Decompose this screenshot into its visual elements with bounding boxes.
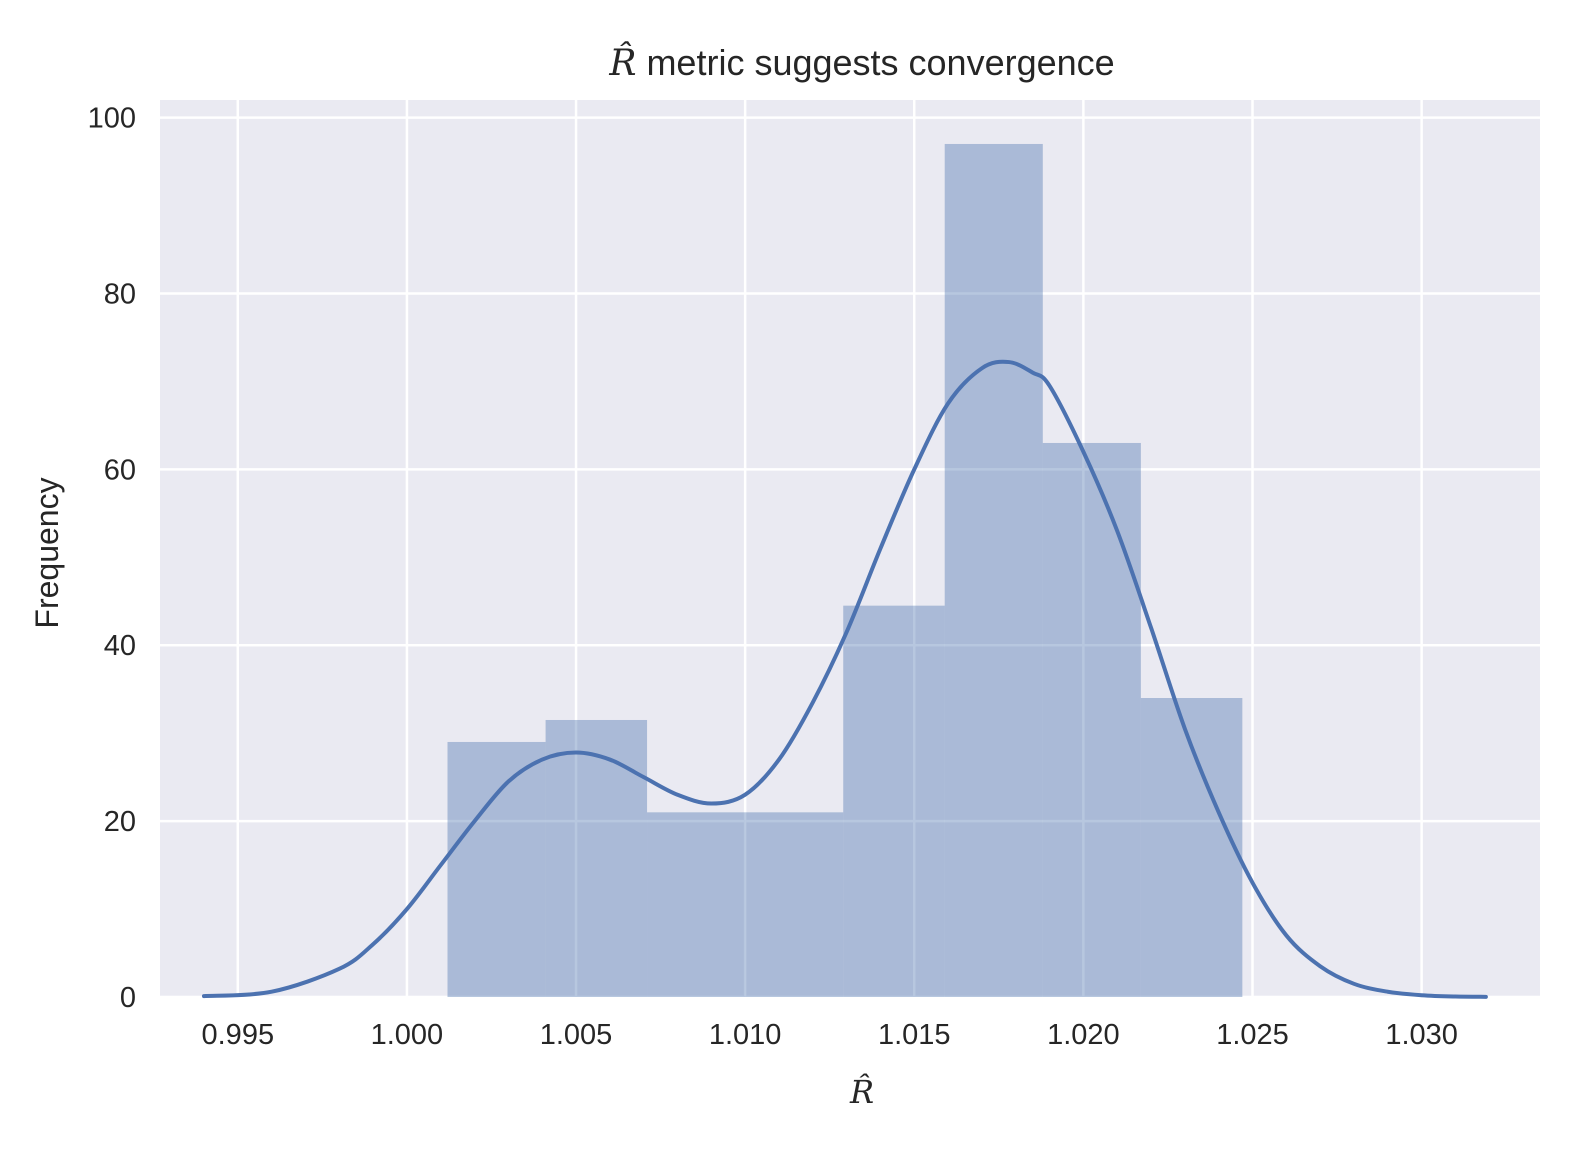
histogram-bar xyxy=(447,741,546,997)
kde-curve-group xyxy=(201,359,1488,999)
x-tick-labels: 0.995 1.000 1.005 1.010 1.015 1.020 1.025 1.030 xyxy=(202,1019,1458,1051)
x-tick-label: 1.020 xyxy=(1047,1019,1120,1051)
y-axis-label: Frequency xyxy=(29,477,65,628)
grid-lines xyxy=(160,100,1540,999)
y-tick-label: 0 xyxy=(120,982,136,1014)
kde-line xyxy=(201,359,1488,999)
chart-title: R̂ metric suggests convergence xyxy=(608,41,1114,84)
x-tick-label: 1.000 xyxy=(371,1019,444,1051)
x-tick-label: 0.995 xyxy=(202,1019,275,1051)
y-tick-labels: 0 20 40 60 80 100 xyxy=(88,103,136,1014)
x-tick-label: 1.030 xyxy=(1385,1019,1458,1051)
y-tick-label: 100 xyxy=(88,103,136,135)
histogram-bar xyxy=(843,605,945,997)
histogram-bar xyxy=(647,812,746,997)
histogram-bar xyxy=(1042,442,1141,997)
y-tick-label: 40 xyxy=(104,630,136,662)
x-tick-label: 1.010 xyxy=(709,1019,782,1051)
histogram-bars xyxy=(447,143,1243,997)
y-tick-label: 20 xyxy=(104,806,136,838)
x-tick-label: 1.025 xyxy=(1216,1019,1289,1051)
histogram-bar xyxy=(944,143,1043,997)
chart-title-symbol: R̂ xyxy=(608,41,636,84)
histogram-bar xyxy=(545,719,648,997)
chart-title-rest: metric suggests convergence xyxy=(636,42,1114,83)
histogram-bar xyxy=(745,812,844,997)
y-tick-label: 60 xyxy=(104,454,136,486)
x-axis-label: R̂ xyxy=(849,1073,874,1111)
plot-area xyxy=(160,100,1540,997)
x-tick-label: 1.005 xyxy=(540,1019,613,1051)
x-tick-label: 1.015 xyxy=(878,1019,951,1051)
y-tick-label: 80 xyxy=(104,278,136,310)
